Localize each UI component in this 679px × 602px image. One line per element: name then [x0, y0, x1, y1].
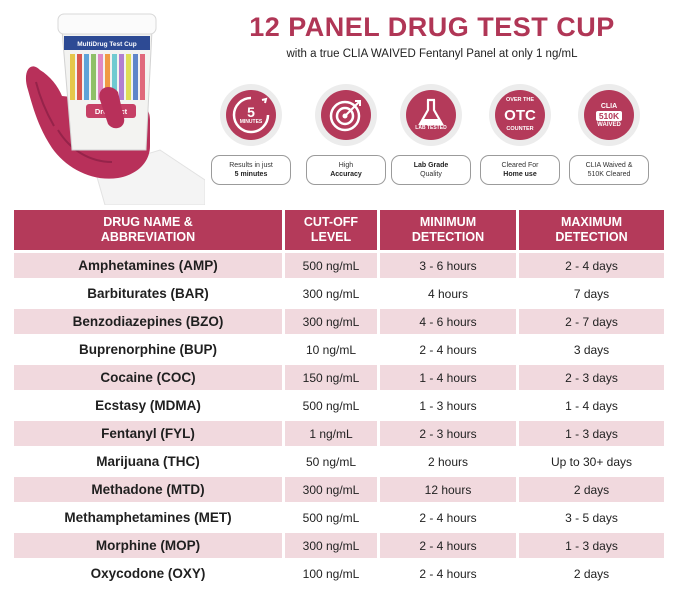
- cutoff-level: 150 ng/mL: [285, 365, 377, 390]
- badge-caption: CLIA Waived & 510K Cleared: [569, 155, 649, 185]
- cutoff-level: 300 ng/mL: [285, 281, 377, 306]
- table-row: Benzodiazepines (BZO) 300 ng/mL 4 - 6 hour…: [14, 309, 664, 334]
- cutoff-level: 1 ng/mL: [285, 421, 377, 446]
- test-strips: [70, 54, 145, 100]
- cup-label-text: MultiDrug Test Cup: [77, 41, 136, 48]
- cutoff-level: 300 ng/mL: [285, 533, 377, 558]
- max-detection: 2 - 7 days: [519, 309, 664, 334]
- clia-icon: CLIA 510K WAIVED: [584, 90, 634, 140]
- max-detection: 2 days: [519, 477, 664, 502]
- min-detection: 4 hours: [380, 281, 516, 306]
- max-detection: 1 - 3 days: [519, 533, 664, 558]
- table-header-row: DRUG NAME & ABBREVIATION CUT-OFF LEVEL MIN…: [14, 210, 664, 250]
- min-detection: 2 - 3 hours: [380, 421, 516, 446]
- min-detection: 1 - 3 hours: [380, 393, 516, 418]
- cutoff-level: 100 ng/mL: [285, 561, 377, 586]
- table-row: Fentanyl (FYL) 1 ng/mL 2 - 3 hours 1 - 3 da…: [14, 421, 664, 446]
- column-header-min-detection: MINIMUM DETECTION: [380, 210, 516, 250]
- drug-name: Oxycodone (OXY): [14, 561, 282, 586]
- min-detection: 1 - 4 hours: [380, 365, 516, 390]
- drug-name: Amphetamines (AMP): [14, 253, 282, 278]
- column-header-max-detection: MAXIMUM DETECTION: [519, 210, 664, 250]
- target-icon: [321, 90, 371, 140]
- drug-name: Cocaine (COC): [14, 365, 282, 390]
- badge-high-accuracy: High Accuracy: [306, 84, 390, 188]
- min-detection: 2 - 4 hours: [380, 337, 516, 362]
- drug-name: Ecstasy (MDMA): [14, 393, 282, 418]
- drug-name: Morphine (MOP): [14, 533, 282, 558]
- max-detection: 1 - 4 days: [519, 393, 664, 418]
- cutoff-level: 50 ng/mL: [285, 449, 377, 474]
- drug-name: Marijuana (THC): [14, 449, 282, 474]
- max-detection: 2 - 3 days: [519, 365, 664, 390]
- badge-caption: High Accuracy: [306, 155, 386, 185]
- min-detection: 12 hours: [380, 477, 516, 502]
- table-row: Oxycodone (OXY) 100 ng/mL 2 - 4 hours 2 day…: [14, 561, 664, 586]
- clock-5-minutes-icon: 5 MINUTES: [226, 90, 276, 140]
- badge-clia-waived: CLIA 510K WAIVED CLIA Waived & 510K Clear…: [569, 84, 653, 188]
- cup-lid: [57, 13, 157, 35]
- drug-name: Fentanyl (FYL): [14, 421, 282, 446]
- min-detection: 2 - 4 hours: [380, 533, 516, 558]
- min-detection: 3 - 6 hours: [380, 253, 516, 278]
- max-detection: 7 days: [519, 281, 664, 306]
- badge-caption: Lab Grade Quality: [391, 155, 471, 185]
- cutoff-level: 10 ng/mL: [285, 337, 377, 362]
- badge-caption: Cleared For Home use: [480, 155, 560, 185]
- cutoff-level: 500 ng/mL: [285, 393, 377, 418]
- max-detection: 3 - 5 days: [519, 505, 664, 530]
- column-header-cutoff: CUT-OFF LEVEL: [285, 210, 377, 250]
- product-image: MultiDrug Test Cup DrugTect: [25, 13, 205, 205]
- badge-otc: OVER THE OTC COUNTER Cleared For Home use: [480, 84, 564, 188]
- page-title: 12 PANEL DRUG TEST CUP: [249, 12, 615, 42]
- table-row: Ecstasy (MDMA) 500 ng/mL 1 - 3 hours 1 - 4 …: [14, 393, 664, 418]
- table-row: Barbiturates (BAR) 300 ng/mL 4 hours 7 days: [14, 281, 664, 306]
- table-row: Methadone (MTD) 300 ng/mL 12 hours 2 days: [14, 477, 664, 502]
- max-detection: 1 - 3 days: [519, 421, 664, 446]
- otc-icon: OVER THE OTC COUNTER: [495, 90, 545, 140]
- table-row: Morphine (MOP) 300 ng/mL 2 - 4 hours 1 - 3 …: [14, 533, 664, 558]
- cutoff-level: 300 ng/mL: [285, 309, 377, 334]
- cutoff-level: 300 ng/mL: [285, 477, 377, 502]
- drug-name: Buprenorphine (BUP): [14, 337, 282, 362]
- min-detection: 2 hours: [380, 449, 516, 474]
- max-detection: 2 days: [519, 561, 664, 586]
- max-detection: 2 - 4 days: [519, 253, 664, 278]
- min-detection: 4 - 6 hours: [380, 309, 516, 334]
- table-row: Methamphetamines (MET) 500 ng/mL 2 - 4 hou…: [14, 505, 664, 530]
- table-row: Cocaine (COC) 150 ng/mL 1 - 4 hours 2 - 3 d…: [14, 365, 664, 390]
- table-row: Buprenorphine (BUP) 10 ng/mL 2 - 4 hours 3 …: [14, 337, 664, 362]
- table-row: Marijuana (THC) 50 ng/mL 2 hours Up to 30+ …: [14, 449, 664, 474]
- cutoff-level: 500 ng/mL: [285, 253, 377, 278]
- badge-results-5-minutes: 5 MINUTES Results in just 5 minutes: [211, 84, 295, 188]
- max-detection: Up to 30+ days: [519, 449, 664, 474]
- table-row: Amphetamines (AMP) 500 ng/mL 3 - 6 hours 2 …: [14, 253, 664, 278]
- min-detection: 2 - 4 hours: [380, 561, 516, 586]
- column-header-drug: DRUG NAME & ABBREVIATION: [14, 210, 282, 250]
- flask-icon: LAB TESTED: [406, 90, 456, 140]
- drug-name: Methadone (MTD): [14, 477, 282, 502]
- badge-lab-grade: LAB TESTED Lab Grade Quality: [391, 84, 475, 188]
- cutoff-level: 500 ng/mL: [285, 505, 377, 530]
- badge-caption: Results in just 5 minutes: [211, 155, 291, 185]
- max-detection: 3 days: [519, 337, 664, 362]
- drug-name: Benzodiazepines (BZO): [14, 309, 282, 334]
- feature-badges: 5 MINUTES Results in just 5 minutes High A…: [211, 84, 671, 188]
- drug-detection-table: DRUG NAME & ABBREVIATION CUT-OFF LEVEL MIN…: [11, 207, 667, 589]
- page-subtitle: with a true CLIA WAIVED Fentanyl Panel a…: [286, 48, 578, 60]
- drug-name: Methamphetamines (MET): [14, 505, 282, 530]
- min-detection: 2 - 4 hours: [380, 505, 516, 530]
- drug-name: Barbiturates (BAR): [14, 281, 282, 306]
